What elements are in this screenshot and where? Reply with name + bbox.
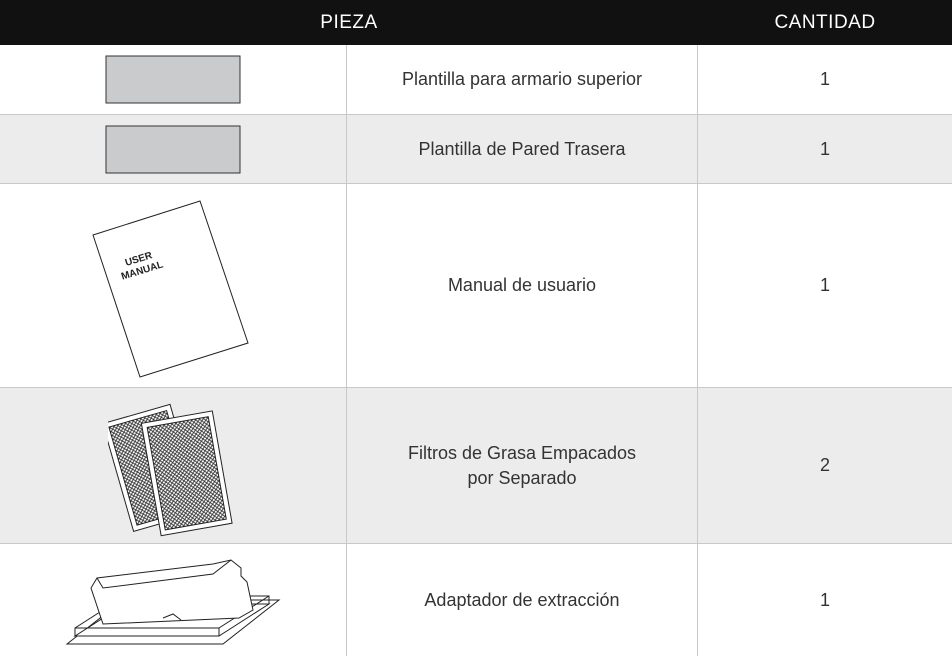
template-icon [105,125,241,173]
table-row: USER MANUAL Manual de usuario 1 [0,184,952,388]
part-name: Plantilla para armario superior [347,45,698,114]
part-quantity: 1 [819,275,830,296]
part-quantity: 1 [819,138,830,159]
table-row: Filtros de Grasa Empacados por Separado … [0,388,952,544]
table-row: Plantilla para armario superior 1 [0,45,952,115]
part-quantity: 1 [819,69,830,90]
adapter-icon [65,559,281,645]
header-cell: CANTIDAD [698,0,952,45]
image-cell [0,544,347,656]
part-name: Plantilla de Pared Trasera [347,115,698,183]
part-name: Manual de usuario [347,184,698,387]
image-cell [0,115,347,183]
part-quantity: 1 [819,589,830,610]
filters-icon [108,403,233,536]
image-cell [0,388,347,543]
image-cell: USER MANUAL [0,184,347,387]
image-cell [0,45,347,114]
part-quantity: 2 [819,455,830,476]
part-name: Adaptador de extracción [347,544,698,656]
table-row: Adaptador de extracción 1 [0,544,952,656]
manual-icon: USER MANUAL [92,199,249,378]
table-row: Plantilla de Pared Trasera 1 [0,115,952,184]
template-icon [105,55,241,104]
header-cell: PIEZA [0,0,698,45]
part-name: Filtros de Grasa Empacados por Separado [347,388,698,543]
